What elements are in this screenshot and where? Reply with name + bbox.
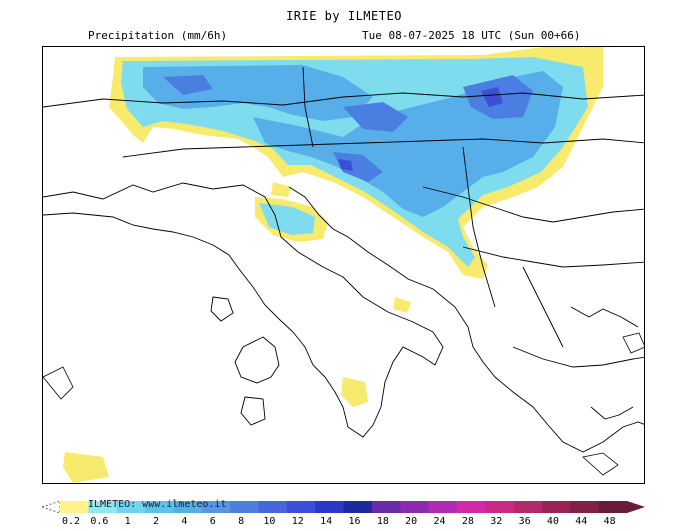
- map-title: IRIE by ILMETEO: [286, 9, 402, 23]
- colorbar-swatch: [485, 501, 515, 513]
- colorbar-tick-label: 18: [376, 516, 389, 527]
- colorbar-tick-label: 32: [490, 516, 503, 527]
- colorbar-swatch: [598, 501, 628, 513]
- colorbar-tick-label: 2: [153, 516, 160, 527]
- colorbar-swatch: [60, 501, 89, 513]
- colorbar-swatch: [315, 501, 344, 513]
- colorbar-tick-label: 24: [433, 516, 446, 527]
- colorbar-swatch: [173, 501, 203, 513]
- colorbar-swatch: [88, 501, 118, 513]
- coastlines-and-borders: [43, 66, 644, 453]
- colorbar-swatch: [541, 501, 571, 513]
- colorbar-swatch: [570, 501, 600, 513]
- colorbar-tick-label: 28: [461, 516, 474, 527]
- colorbar-swatch: [258, 501, 288, 513]
- colorbar-tick-label: 4: [181, 516, 188, 527]
- colorbar-tick-label: 6: [209, 516, 216, 527]
- colorbar-tick-label: 12: [291, 516, 304, 527]
- colorbar-tick-label: 20: [405, 516, 418, 527]
- colorbar-swatch: [400, 501, 430, 513]
- colorbar-swatch: [343, 501, 373, 513]
- colorbar-tick-label: 8: [238, 516, 245, 527]
- islands: [43, 332, 644, 476]
- colorbar-tick-label: 48: [603, 516, 616, 527]
- colorbar-swatch: [286, 501, 316, 513]
- colorbar-swatch: [116, 501, 146, 513]
- colorbar-tick-label: 16: [348, 516, 361, 527]
- colorbar-min-arrow: [42, 500, 61, 514]
- precipitation-colorbar: [42, 500, 645, 514]
- valid-time-label: Tue 08-07-2025 18 UTC (Sun 00+66): [362, 29, 581, 42]
- colorbar-tick-label: 1: [124, 516, 131, 527]
- colorbar-swatch: [456, 501, 486, 513]
- colorbar-tick-label: 36: [518, 516, 531, 527]
- colorbar-swatch: [230, 501, 259, 513]
- colorbar-swatch: [201, 501, 231, 513]
- colorbar-tick-label: 40: [546, 516, 559, 527]
- colorbar-tick-labels: 0.2 0.6 1 2 4 6 8 10 12 14 16 18 20 24 28 32 36 40 44 48: [42, 516, 652, 530]
- precipitation-map: [42, 46, 645, 484]
- colorbar-tick-label: 14: [320, 516, 333, 527]
- colorbar-max-arrow: [627, 501, 645, 513]
- colorbar-swatch: [428, 501, 458, 513]
- map-canvas: [43, 47, 644, 483]
- colorbar-tick-label: 0.2: [61, 516, 81, 527]
- precip-core-layer: [338, 87, 503, 171]
- colorbar-swatch: [145, 501, 174, 513]
- colorbar-tick-label: 0.6: [90, 516, 109, 527]
- colorbar-tick-label: 10: [263, 516, 276, 527]
- colorbar-swatch: [513, 501, 543, 513]
- colorbar-swatches: [42, 500, 645, 514]
- watermark: ILMETEO: www.ilmeteo.it: [88, 499, 227, 510]
- colorbar-swatch: [371, 501, 401, 513]
- colorbar-tick-label: 44: [575, 516, 588, 527]
- variable-label: Precipitation (mm/6h): [88, 29, 228, 42]
